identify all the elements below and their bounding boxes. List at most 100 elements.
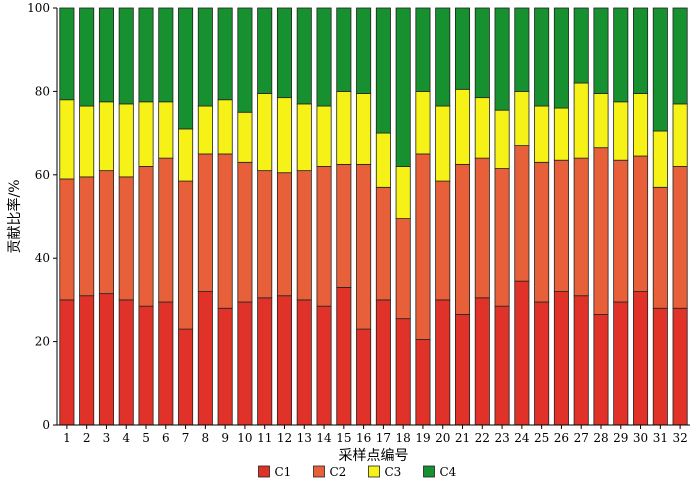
bar-segment-c1-28 xyxy=(593,314,609,426)
x-tick-label: 24 xyxy=(514,431,530,445)
bar-segment-c3-28 xyxy=(593,93,609,149)
bar-segment-c4-9 xyxy=(217,7,233,101)
bar-segment-c4-26 xyxy=(553,7,569,109)
x-tick-label: 26 xyxy=(554,431,569,445)
x-tick-label: 4 xyxy=(122,431,130,445)
x-tick-label: 11 xyxy=(257,431,272,445)
bar-segment-c3-2 xyxy=(79,105,95,178)
bar-segment-c1-1 xyxy=(59,299,75,426)
bar-segment-c2-27 xyxy=(573,157,589,297)
bar-segment-c1-24 xyxy=(514,280,530,426)
bar-segment-c4-21 xyxy=(454,7,471,90)
x-tick-label: 13 xyxy=(297,431,312,445)
bar-segment-c4-27 xyxy=(573,7,589,84)
legend-label-c1: C1 xyxy=(275,465,292,479)
bar-segment-c1-6 xyxy=(158,301,174,426)
bar-segment-c2-16 xyxy=(356,163,372,330)
bar-segment-c4-12 xyxy=(276,7,292,99)
bar-segment-c4-11 xyxy=(257,7,273,94)
bar-segment-c3-22 xyxy=(474,97,490,159)
x-tick-label: 18 xyxy=(396,431,411,445)
bar-segment-c2-19 xyxy=(415,153,431,340)
bar-segment-c2-12 xyxy=(276,172,292,297)
bar-segment-c4-23 xyxy=(494,7,510,111)
bar-segment-c3-26 xyxy=(553,107,569,161)
bar-segment-c4-4 xyxy=(118,7,134,105)
bar-segment-c4-15 xyxy=(336,7,352,92)
bar-segment-c1-22 xyxy=(474,297,490,426)
bar-segment-c1-25 xyxy=(534,301,550,426)
bar-segment-c3-4 xyxy=(118,103,134,178)
bar-segment-c3-24 xyxy=(514,91,530,147)
bar-segment-c2-24 xyxy=(514,145,530,282)
x-tick-label: 32 xyxy=(672,431,687,445)
bar-segment-c2-5 xyxy=(138,166,154,307)
bar-segment-c3-1 xyxy=(59,99,75,180)
bar-segment-c2-8 xyxy=(197,153,213,292)
y-tick-label: 40 xyxy=(35,251,50,265)
bar-segment-c4-14 xyxy=(316,7,332,107)
bar-segment-c3-3 xyxy=(98,101,114,172)
x-tick-label: 9 xyxy=(221,431,229,445)
bar-segment-c1-12 xyxy=(276,295,292,426)
x-tick-label: 3 xyxy=(103,431,111,445)
bar-segment-c3-14 xyxy=(316,105,332,167)
bar-segment-c2-14 xyxy=(316,166,332,307)
bar-segment-c1-26 xyxy=(553,291,569,426)
bar-segment-c1-21 xyxy=(454,314,471,426)
legend-swatch-c2 xyxy=(313,465,325,478)
bar-segment-c4-28 xyxy=(593,7,609,94)
bar-segment-c2-2 xyxy=(79,176,95,297)
bar-segment-c4-29 xyxy=(613,7,629,103)
bar-segment-c4-1 xyxy=(59,7,75,101)
bar-segment-c1-15 xyxy=(336,286,352,426)
bar-segment-c3-10 xyxy=(237,111,253,163)
x-tick-label: 12 xyxy=(277,431,292,445)
bar-segment-c3-11 xyxy=(257,93,273,172)
legend-swatch-c1 xyxy=(258,465,270,478)
bar-segment-c1-20 xyxy=(435,299,451,426)
bar-segment-c2-4 xyxy=(118,176,134,301)
bar-segment-c3-20 xyxy=(435,105,451,182)
x-tick-label: 25 xyxy=(534,431,549,445)
bar-segment-c1-10 xyxy=(237,301,253,426)
bar-segment-c3-16 xyxy=(356,93,372,165)
x-tick-label: 2 xyxy=(83,431,91,445)
bar-segment-c3-27 xyxy=(573,82,589,159)
bar-segment-c3-13 xyxy=(296,103,312,172)
x-tick-label: 1 xyxy=(63,431,71,445)
bar-segment-c1-3 xyxy=(98,293,114,426)
bar-segment-c4-25 xyxy=(534,7,550,107)
bar-segment-c3-9 xyxy=(217,99,233,155)
bar-segment-c1-29 xyxy=(613,301,629,426)
x-tick-label: 5 xyxy=(142,431,150,445)
bar-segment-c4-22 xyxy=(474,7,490,99)
bar-segment-c2-26 xyxy=(553,159,569,292)
bar-segment-c3-18 xyxy=(395,166,411,219)
bar-segment-c1-27 xyxy=(573,295,589,426)
x-tick-label: 27 xyxy=(574,431,589,445)
x-tick-label: 20 xyxy=(435,431,450,445)
bar-segment-c1-7 xyxy=(178,328,194,426)
y-tick-label: 0 xyxy=(42,418,50,432)
bar-segment-c1-32 xyxy=(672,307,688,426)
bar-segment-c1-11 xyxy=(257,297,273,426)
bar-segment-c4-16 xyxy=(356,7,372,94)
bar-segment-c1-9 xyxy=(217,307,233,426)
bar-segment-c4-17 xyxy=(375,7,391,134)
bar-segment-c1-18 xyxy=(395,318,411,426)
bar-segment-c1-2 xyxy=(79,295,95,426)
bar-segment-c2-9 xyxy=(217,153,233,309)
legend-label-c3: C3 xyxy=(385,465,402,479)
bar-segment-c2-18 xyxy=(395,218,411,320)
bar-segment-c2-21 xyxy=(454,163,471,315)
bar-segment-c2-17 xyxy=(375,186,391,301)
y-axis-title: 贡献比率/% xyxy=(6,179,23,253)
bar-segment-c4-13 xyxy=(296,7,312,105)
x-tick-label: 16 xyxy=(356,431,371,445)
y-tick-label: 80 xyxy=(35,84,50,98)
bar-segment-c2-20 xyxy=(435,180,451,301)
bar-segment-c2-7 xyxy=(178,180,194,330)
bar-segment-c2-22 xyxy=(474,157,490,299)
